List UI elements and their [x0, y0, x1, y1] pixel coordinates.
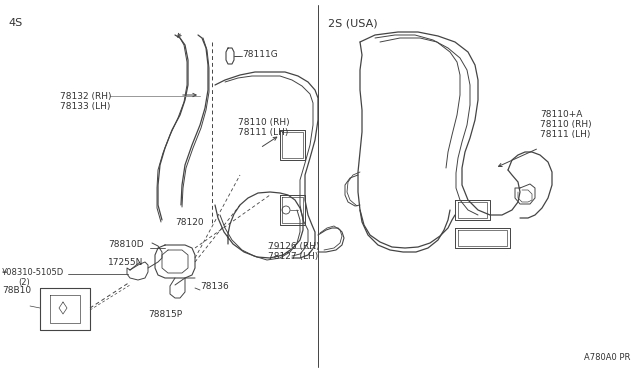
Text: 78111 (LH): 78111 (LH): [540, 130, 590, 139]
Text: 78810D: 78810D: [108, 240, 143, 249]
Text: ¥08310-5105D: ¥08310-5105D: [2, 268, 64, 277]
Text: 78111G: 78111G: [242, 50, 278, 59]
Text: 78110 (RH): 78110 (RH): [238, 118, 290, 127]
Text: 78110 (RH): 78110 (RH): [540, 120, 591, 129]
Text: 78111 (LH): 78111 (LH): [238, 128, 289, 137]
Circle shape: [282, 206, 290, 214]
Text: 2S (USA): 2S (USA): [328, 18, 378, 28]
Text: 78120: 78120: [175, 218, 204, 227]
Text: 78B10: 78B10: [2, 286, 31, 295]
Text: 4S: 4S: [8, 18, 22, 28]
Text: 78133 (LH): 78133 (LH): [60, 102, 110, 111]
Text: (2): (2): [18, 278, 29, 287]
Text: 78110+A: 78110+A: [540, 110, 582, 119]
Text: 78815P: 78815P: [148, 310, 182, 319]
Text: 78136: 78136: [200, 282, 228, 291]
Text: 78132 (RH): 78132 (RH): [60, 92, 111, 101]
Text: 79126 (RH): 79126 (RH): [268, 242, 319, 251]
Text: 17255N: 17255N: [108, 258, 143, 267]
Text: A780A0 PR: A780A0 PR: [584, 353, 630, 362]
Text: 78127 (LH): 78127 (LH): [268, 252, 318, 261]
